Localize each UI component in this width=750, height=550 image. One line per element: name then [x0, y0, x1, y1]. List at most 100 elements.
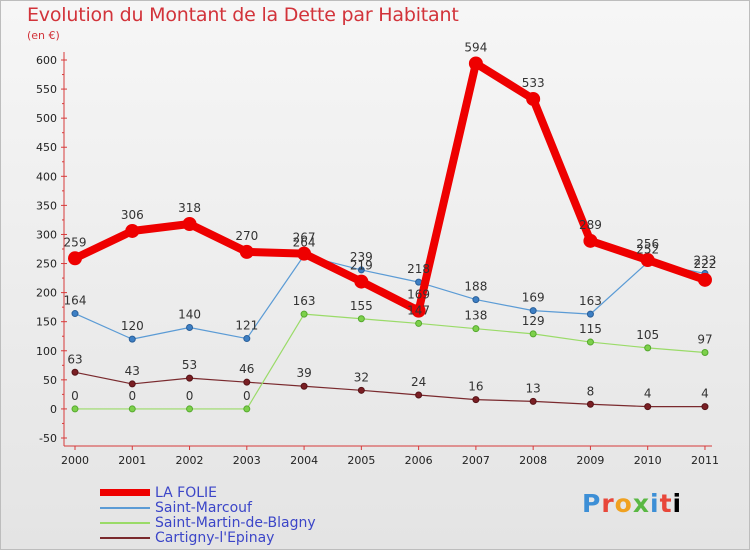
data-point [644, 403, 652, 411]
y-tick-label: 0 [50, 403, 57, 416]
data-point [71, 405, 79, 413]
data-label: 318 [178, 201, 201, 215]
y-tick-label: 600 [36, 54, 57, 67]
data-point [472, 325, 480, 333]
y-tick-label: 150 [36, 316, 57, 329]
x-tick-label: 2005 [347, 454, 375, 467]
data-point [526, 91, 541, 106]
data-point [586, 338, 594, 346]
legend-label: Saint-Martin-de-Blagny [155, 514, 316, 531]
data-point [586, 400, 594, 408]
data-label: 13 [526, 381, 541, 395]
data-label: 43 [125, 364, 140, 378]
data-point [71, 310, 79, 318]
data-label: 0 [243, 389, 251, 403]
y-tick-label: 350 [36, 199, 57, 212]
y-tick-label: 100 [36, 345, 57, 358]
series-line [71, 59, 709, 315]
data-point [411, 303, 426, 318]
data-point [239, 244, 254, 259]
data-label: 289 [579, 218, 602, 232]
legend-label: Cartigny-l'Epinay [155, 529, 275, 546]
data-label: 16 [468, 380, 483, 394]
data-point [128, 405, 136, 413]
y-tick-label: 550 [36, 83, 57, 96]
chart-title: Evolution du Montant de la Dette par Hab… [27, 4, 459, 26]
data-label: 233 [694, 253, 717, 267]
data-point [243, 335, 251, 343]
data-label: 105 [636, 328, 659, 342]
data-label: 0 [128, 389, 136, 403]
data-label: 252 [636, 242, 659, 256]
legend-item: LA FOLIE [100, 484, 316, 501]
y-tick-label: 500 [36, 112, 57, 125]
data-label: 0 [186, 389, 194, 403]
data-label: 24 [411, 375, 426, 389]
logo-letter: P [582, 489, 602, 518]
data-point [701, 403, 709, 411]
data-label: 63 [67, 352, 82, 366]
data-label: 155 [350, 299, 373, 313]
data-label: 115 [579, 322, 602, 336]
series-line [74, 313, 706, 410]
data-point [357, 386, 365, 394]
data-point [243, 378, 251, 386]
data-label: 267 [293, 231, 316, 245]
data-point [128, 380, 136, 388]
x-tick-label: 2007 [462, 454, 490, 467]
legend-swatch [100, 521, 150, 524]
chart-legend: LA FOLIE Saint-Marcouf Saint-Martin-de-Bla… [100, 484, 316, 546]
data-label: 46 [239, 362, 254, 376]
proxiti-logo[interactable]: Proxiti [582, 489, 682, 518]
logo-letter: t [659, 489, 673, 518]
data-label: 163 [579, 294, 602, 308]
data-point [697, 272, 712, 287]
data-label: 218 [407, 262, 430, 276]
x-tick-label: 2002 [176, 454, 204, 467]
legend-item: Saint-Martin-de-Blagny [100, 514, 316, 531]
data-label: 169 [522, 291, 545, 305]
x-tick-label: 2003 [233, 454, 261, 467]
y-tick-label: 450 [36, 141, 57, 154]
series-line [74, 371, 706, 408]
logo-letter: i [672, 489, 683, 518]
data-label: 164 [64, 294, 87, 308]
logo-letter: o [614, 489, 633, 518]
data-point [529, 307, 537, 315]
data-point [415, 391, 423, 399]
data-label: 8 [587, 384, 595, 398]
x-tick-label: 2006 [405, 454, 433, 467]
data-label: 594 [464, 40, 487, 54]
data-point [701, 349, 709, 357]
data-label: 97 [697, 333, 712, 347]
y-tick-label: 50 [43, 374, 57, 387]
data-label: 306 [121, 208, 144, 222]
logo-letter: i [650, 489, 660, 518]
data-point [472, 296, 480, 304]
data-point [354, 274, 369, 289]
data-label: 222 [694, 257, 717, 271]
legend-label: LA FOLIE [155, 484, 217, 501]
data-point [300, 310, 308, 318]
data-label: 140 [178, 308, 201, 322]
y-tick-label: 300 [36, 228, 57, 241]
x-tick-label: 2008 [519, 454, 547, 467]
data-label: 533 [522, 76, 545, 90]
x-tick-label: 2004 [290, 454, 318, 467]
data-point [186, 405, 194, 413]
y-tick-label: -50 [39, 432, 57, 445]
data-point [644, 344, 652, 352]
legend-label: Saint-Marcouf [155, 499, 252, 516]
data-point [300, 382, 308, 390]
data-point [186, 374, 194, 382]
data-point [128, 335, 136, 343]
data-label: 0 [71, 389, 79, 403]
legend-swatch [100, 489, 150, 496]
logo-letter: x [632, 489, 650, 518]
data-point [583, 233, 598, 248]
data-label: 120 [121, 319, 144, 333]
data-point [71, 368, 79, 376]
data-label: 32 [354, 370, 369, 384]
